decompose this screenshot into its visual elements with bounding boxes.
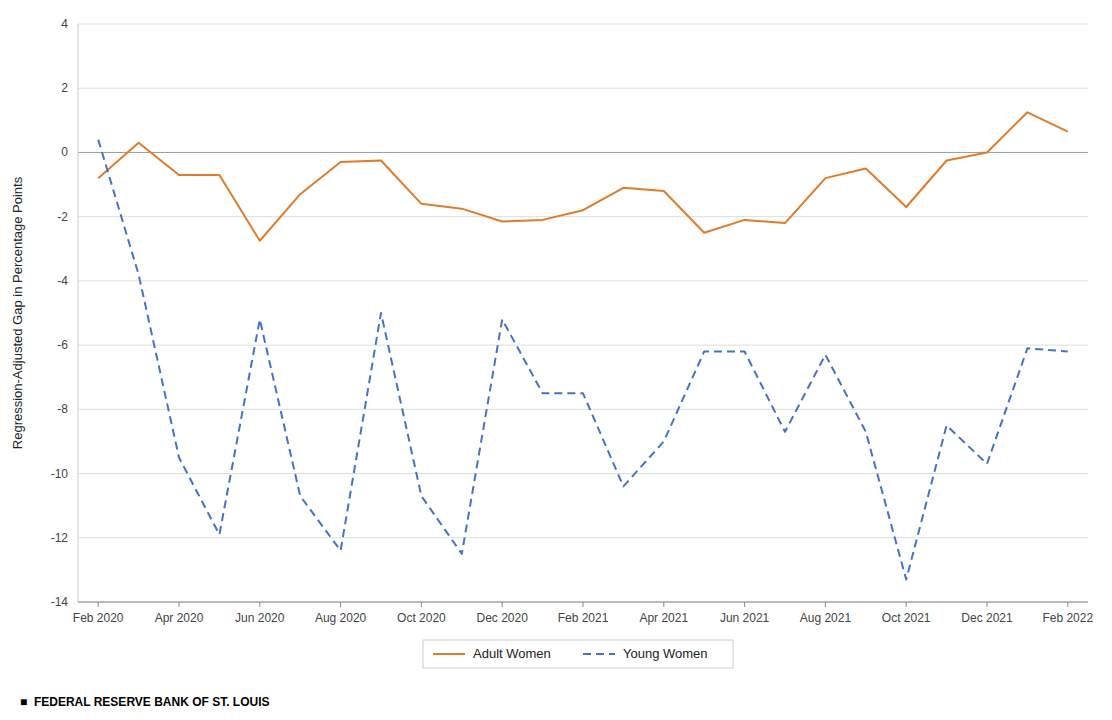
- x-tick-label: Jun 2020: [235, 611, 285, 625]
- series-group: [98, 112, 1068, 579]
- x-tick: [987, 602, 988, 607]
- legend-frame: [423, 640, 733, 668]
- x-tick: [179, 602, 180, 607]
- x-tick-label: Dec 2021: [961, 611, 1013, 625]
- x-tick: [906, 602, 907, 607]
- x-tick-label: Dec 2020: [477, 611, 529, 625]
- series-line: [98, 140, 1068, 580]
- x-tick-label: Apr 2020: [155, 611, 204, 625]
- x-tick-label: Feb 2022: [1042, 611, 1093, 625]
- x-tick: [1067, 602, 1068, 607]
- y-tick-label: 2: [61, 81, 68, 95]
- grid-line: [78, 24, 1088, 25]
- legend: Adult Women Young Women: [423, 640, 733, 668]
- x-tick-label: Oct 2020: [397, 611, 446, 625]
- grid-line: [78, 345, 1088, 346]
- grid-line: [78, 216, 1088, 217]
- y-tick-label: -10: [51, 467, 69, 481]
- x-tick-label: Jun 2021: [720, 611, 770, 625]
- x-tick: [421, 602, 422, 607]
- x-tick: [744, 602, 745, 607]
- page: {"chart_data": { "type": "line", "catego…: [0, 0, 1112, 720]
- grid-line: [78, 152, 1088, 153]
- y-axis-line: [78, 24, 79, 602]
- legend-label: Young Women: [623, 646, 708, 661]
- y-tick-label: -6: [57, 338, 68, 352]
- y-tick-label: -12: [51, 531, 69, 545]
- y-tick-label: -4: [57, 274, 68, 288]
- x-tick: [259, 602, 260, 607]
- grid-line: [78, 473, 1088, 474]
- y-tick-label: -14: [51, 595, 69, 609]
- x-tick: [340, 602, 341, 607]
- grid-line: [78, 537, 1088, 538]
- grid-line: [78, 280, 1088, 281]
- x-tick-label: Aug 2021: [800, 611, 852, 625]
- y-tick-label: -2: [57, 210, 68, 224]
- footer-text: ■ FEDERAL RESERVE BANK OF ST. LOUIS: [20, 695, 270, 709]
- y-axis-label: Regression-Adjusted Gap in Percentage Po…: [10, 176, 25, 449]
- x-tick-label: Feb 2021: [558, 611, 609, 625]
- legend-label: Adult Women: [473, 646, 551, 661]
- y-tick-label: -8: [57, 402, 68, 416]
- x-tick-label: Oct 2021: [882, 611, 931, 625]
- y-grid: [78, 24, 1088, 602]
- x-tick: [98, 602, 99, 607]
- chart: -14 -12 -10 -8 -6 -4 -2 0 2 4 Feb 2020 Apr 2020 Jun …: [0, 0, 1112, 720]
- x-tick-label: Apr 2021: [639, 611, 688, 625]
- y-tick-label: 4: [61, 17, 68, 31]
- grid-line: [78, 409, 1088, 410]
- x-tick-label: Feb 2020: [73, 611, 124, 625]
- series-line: [98, 112, 1068, 240]
- x-tick-label: Aug 2020: [315, 611, 367, 625]
- x-tick: [663, 602, 664, 607]
- legend-swatch: [583, 653, 615, 655]
- legend-swatch: [433, 653, 465, 655]
- x-tick: [583, 602, 584, 607]
- y-tick-label: 0: [61, 145, 68, 159]
- x-tick: [825, 602, 826, 607]
- grid-line: [78, 88, 1088, 89]
- x-tick: [502, 602, 503, 607]
